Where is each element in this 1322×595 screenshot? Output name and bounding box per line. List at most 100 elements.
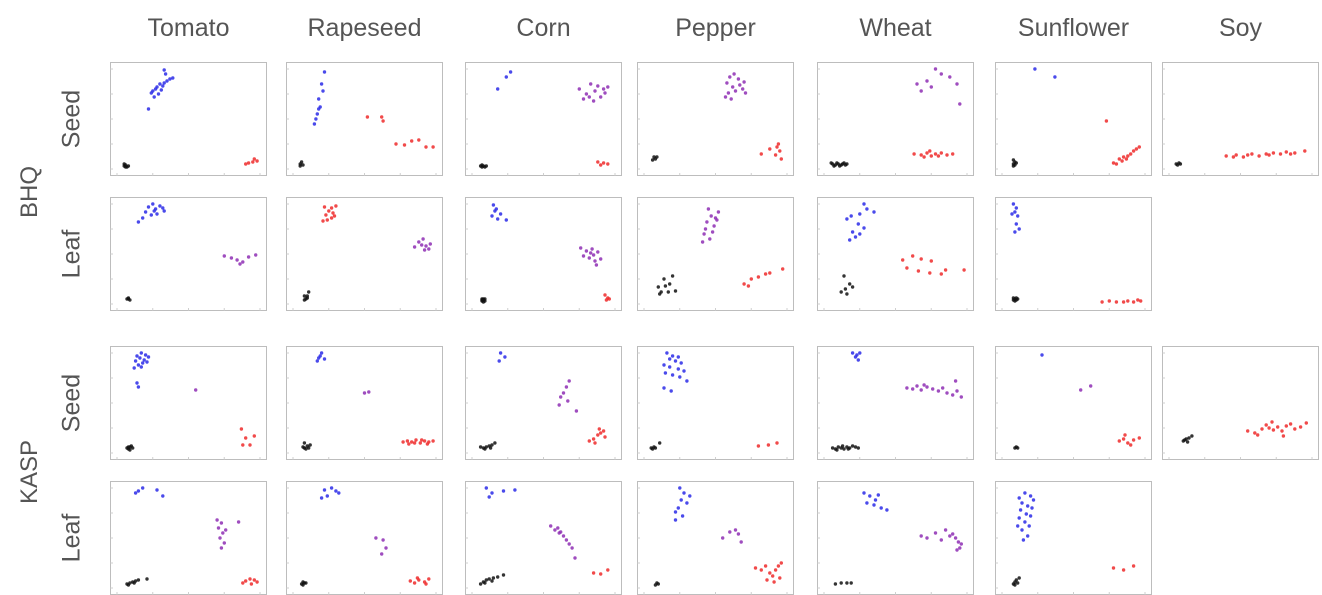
data-point-allele-2 <box>248 577 252 581</box>
data-point-heterozygous <box>584 249 589 253</box>
scatter-plot <box>286 481 443 595</box>
data-point-heterozygous <box>919 89 923 93</box>
scatter-panel-wheat-kasp-seed <box>817 346 974 460</box>
data-point-heterozygous <box>556 526 560 530</box>
data-point-allele-1 <box>873 498 878 502</box>
column-title-sunflower: Sunflower <box>1017 14 1130 42</box>
data-point-allele-2 <box>768 147 772 151</box>
data-point-allele-2 <box>603 293 607 297</box>
data-point-allele-2 <box>244 436 248 440</box>
scatter-plot <box>286 346 443 460</box>
data-point-allele-2 <box>1134 147 1139 151</box>
data-point-no-template <box>655 155 659 159</box>
data-point-heterozygous <box>721 536 725 540</box>
data-point-allele-2 <box>925 151 929 155</box>
data-point-no-template <box>305 294 309 298</box>
data-point-heterozygous <box>599 95 603 99</box>
data-point-allele-1 <box>494 207 498 211</box>
plot-frame <box>110 62 267 176</box>
data-point-heterozygous <box>236 520 241 524</box>
data-point-allele-1 <box>484 486 488 490</box>
data-point-allele-2 <box>1281 434 1286 438</box>
data-point-allele-1 <box>850 351 855 355</box>
data-point-heterozygous <box>959 395 963 399</box>
scatter-panel-pepper-bhq-leaf <box>637 197 794 311</box>
row-label-bhq-leaf: Leaf <box>57 229 86 279</box>
data-point-heterozygous <box>221 531 225 535</box>
plot-frame <box>637 481 794 595</box>
data-point-allele-2 <box>593 441 597 445</box>
data-point-heterozygous <box>939 538 943 542</box>
data-point-heterozygous <box>943 528 948 532</box>
data-point-allele-2 <box>1117 157 1121 161</box>
data-point-allele-2 <box>779 157 783 161</box>
data-point-heterozygous <box>567 379 571 383</box>
data-point-heterozygous <box>726 91 731 95</box>
data-point-allele-1 <box>1017 227 1021 231</box>
data-point-allele-2 <box>415 576 420 580</box>
data-point-heterozygous <box>911 387 915 391</box>
data-point-allele-2 <box>422 439 427 443</box>
data-point-allele-2 <box>255 159 259 163</box>
data-point-no-template <box>663 284 668 288</box>
data-point-allele-2 <box>401 440 405 444</box>
plot-frame <box>995 197 1152 311</box>
data-point-allele-2 <box>759 152 763 156</box>
data-point-no-template <box>302 441 307 445</box>
data-point-no-template <box>666 290 670 294</box>
data-point-allele-2 <box>1241 155 1246 159</box>
data-point-no-template <box>848 282 852 286</box>
data-point-allele-2 <box>951 152 955 156</box>
data-point-allele-2 <box>1280 429 1284 433</box>
data-point-allele-1 <box>856 222 860 226</box>
data-point-allele-2 <box>604 298 609 302</box>
data-point-allele-2 <box>933 152 938 156</box>
plot-frame <box>995 481 1152 595</box>
data-point-allele-2 <box>1271 428 1276 432</box>
data-point-heterozygous <box>710 230 715 234</box>
data-point-no-template <box>835 161 839 165</box>
data-point-no-template <box>487 577 491 581</box>
data-point-allele-1 <box>665 351 669 355</box>
data-point-allele-2 <box>427 577 431 581</box>
data-point-allele-2 <box>1293 151 1297 155</box>
data-point-no-template <box>1017 576 1021 580</box>
data-point-allele-1 <box>155 212 159 216</box>
data-point-allele-2 <box>746 284 751 288</box>
data-point-allele-1 <box>1017 496 1021 500</box>
data-point-allele-2 <box>1121 568 1126 572</box>
data-point-no-template <box>656 285 660 289</box>
data-point-heterozygous <box>587 95 591 99</box>
data-point-allele-1 <box>149 213 153 217</box>
data-point-no-template <box>842 161 846 165</box>
data-point-allele-1 <box>858 212 862 216</box>
scatter-plot <box>995 62 1152 176</box>
data-point-allele-1 <box>503 355 507 359</box>
data-point-heterozygous <box>736 532 741 536</box>
data-point-allele-2 <box>405 439 410 443</box>
data-point-allele-2 <box>1257 154 1261 158</box>
data-point-heterozygous <box>603 91 607 95</box>
data-point-heterozygous <box>589 251 593 255</box>
data-point-allele-1 <box>136 489 141 493</box>
data-point-no-template <box>480 298 484 302</box>
data-point-heterozygous <box>224 528 228 532</box>
data-point-allele-1 <box>1053 75 1057 79</box>
data-point-allele-1 <box>498 212 503 216</box>
data-point-allele-1 <box>669 389 673 393</box>
data-point-heterozygous <box>593 259 597 263</box>
data-point-allele-1 <box>498 351 503 355</box>
data-point-heterozygous <box>919 388 923 392</box>
data-point-allele-2 <box>1234 153 1238 157</box>
data-point-allele-2 <box>945 153 949 157</box>
data-point-heterozygous <box>374 536 378 540</box>
data-point-allele-2 <box>424 582 428 586</box>
scatter-plot <box>1162 62 1319 176</box>
data-point-heterozygous <box>219 546 224 550</box>
data-point-heterozygous <box>1089 384 1093 388</box>
data-point-allele-1 <box>663 371 668 375</box>
data-point-allele-1 <box>146 107 151 111</box>
data-point-no-template <box>832 164 836 168</box>
data-point-heterozygous <box>713 216 718 220</box>
data-point-heterozygous <box>573 556 577 560</box>
